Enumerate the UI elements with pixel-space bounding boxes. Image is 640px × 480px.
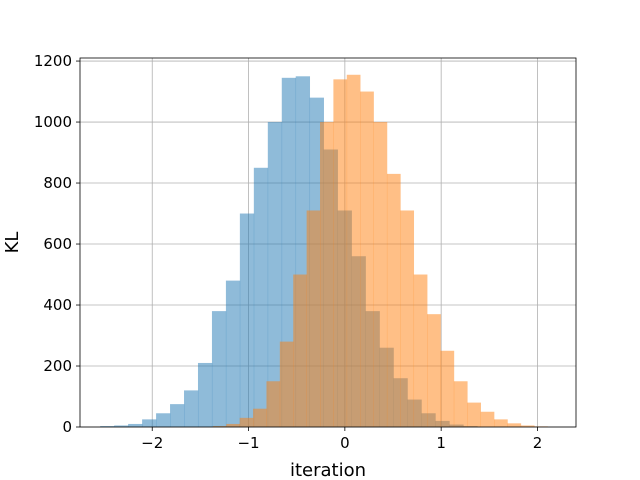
histogram-bar-series-2 <box>520 425 535 427</box>
histogram-bar-series-1 <box>156 413 171 427</box>
y-tick-label: 1000 <box>34 113 72 131</box>
y-tick-label: 1200 <box>34 52 72 70</box>
histogram-bar-series-1 <box>281 77 297 427</box>
histogram-bar-series-2 <box>386 173 401 427</box>
histogram-bar-series-1 <box>142 419 157 427</box>
histogram-bar-series-2 <box>306 210 321 427</box>
histogram-bar-series-2 <box>427 314 441 427</box>
y-tick-label: 0 <box>62 418 72 436</box>
histogram-bar-series-2 <box>413 274 428 427</box>
y-tick-label: 800 <box>43 174 72 192</box>
x-tick-label: −2 <box>141 434 163 452</box>
histogram-bar-series-2 <box>239 417 254 427</box>
histogram-bars <box>100 74 548 428</box>
histogram-bar-series-1 <box>170 404 185 427</box>
x-tick-label: 1 <box>436 434 446 452</box>
histogram-bar-series-1 <box>225 280 241 427</box>
histogram-bar-series-2 <box>467 402 481 427</box>
histogram-bar-series-1 <box>253 167 269 428</box>
histogram-bar-series-1 <box>100 426 115 427</box>
histogram-bar-series-2 <box>373 122 388 427</box>
histogram-bar-series-2 <box>226 423 240 427</box>
axis-ticks: −2 −1 0 1 2 0 200 400 600 800 1000 1200 <box>34 52 542 452</box>
histogram-bar-series-2 <box>346 74 361 428</box>
histogram-bar-series-2 <box>453 381 468 427</box>
histogram-bar-series-2 <box>279 341 294 427</box>
y-tick-label: 600 <box>43 235 72 253</box>
histogram-bar-series-1 <box>239 213 255 427</box>
histogram-bar-series-2 <box>253 408 267 427</box>
y-tick-label: 200 <box>43 357 72 375</box>
histogram-bar-series-2 <box>333 79 348 427</box>
x-tick-label: −1 <box>237 434 259 452</box>
y-axis-label: KL <box>2 232 23 254</box>
y-tick-label: 400 <box>43 296 72 314</box>
histogram-bar-series-2 <box>360 91 374 428</box>
histogram-bar-series-2 <box>400 210 415 427</box>
histogram-bar-series-2 <box>480 411 495 427</box>
histogram-bar-series-1 <box>128 423 143 427</box>
histogram-bar-series-2 <box>494 419 508 427</box>
histogram-bar-series-1 <box>197 362 213 427</box>
histogram-bar-series-2 <box>507 423 522 427</box>
histogram-bar-series-1 <box>184 390 199 427</box>
histogram-bar-series-2 <box>440 350 455 427</box>
histogram-bar-series-2 <box>266 381 281 427</box>
x-axis-label: iteration <box>290 460 366 480</box>
plot-frame <box>79 57 577 428</box>
histogram-bar-series-2 <box>293 274 307 427</box>
histogram-bar-series-1 <box>267 122 283 427</box>
histogram-bar-series-2 <box>320 122 334 427</box>
x-tick-label: 0 <box>340 434 350 452</box>
histogram-bar-series-1 <box>114 425 129 427</box>
x-tick-label: 2 <box>533 434 543 452</box>
histogram-bar-series-2 <box>212 426 227 427</box>
histogram-bar-series-1 <box>211 311 227 427</box>
